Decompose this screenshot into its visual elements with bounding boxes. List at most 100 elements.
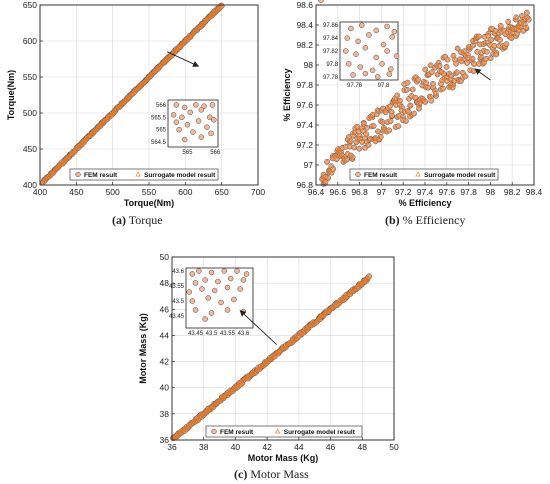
surrogate-point	[410, 86, 416, 92]
surrogate-point	[315, 317, 321, 322]
inset-x-tick-label: 43.55	[220, 331, 236, 337]
surrogate-point	[377, 136, 382, 141]
surrogate-point	[481, 59, 487, 65]
x-tick-label: 36	[167, 442, 177, 452]
chart-efficiency: 96.4 96.6 96.8 97 97.2 97.4 97.6 97.8 98 98.2 98.4…	[282, 0, 543, 208]
surrogate-point	[366, 142, 372, 147]
surrogate-point	[378, 118, 384, 123]
surrogate-point	[471, 61, 477, 66]
surrogate-point	[134, 86, 140, 91]
surrogate-point	[464, 60, 470, 65]
surrogate-point	[359, 139, 365, 144]
surrogate-point	[396, 112, 402, 118]
inset-arrow	[239, 309, 277, 345]
surrogate-point	[185, 424, 191, 430]
surrogate-point	[354, 123, 360, 129]
x-tick-label: 400	[33, 187, 47, 197]
inset-point	[215, 278, 221, 285]
surrogate-point	[415, 76, 421, 82]
surrogate-point	[416, 105, 422, 111]
inset-x-tick-label: 97.8	[378, 83, 390, 89]
x-tick-label: 46	[326, 442, 336, 452]
surrogate-point	[367, 136, 373, 141]
inset-point	[237, 286, 243, 292]
surrogate-point	[451, 78, 457, 83]
surrogate-point	[249, 370, 255, 375]
surrogate-point	[522, 21, 528, 26]
inset-point	[173, 119, 180, 126]
inset-point	[204, 124, 210, 130]
surrogate-point	[434, 62, 440, 68]
inset-point	[205, 295, 212, 301]
inset-point	[184, 121, 191, 128]
surrogate-point	[239, 380, 245, 385]
surrogate-point	[478, 54, 484, 59]
axes-frame	[315, 4, 535, 186]
surrogate-point	[489, 26, 495, 31]
surrogate-point	[264, 360, 270, 365]
surrogate-point	[470, 37, 476, 43]
legend-fem-label: FEM result	[84, 172, 118, 179]
x-tick-label: 700	[251, 187, 265, 197]
surrogate-point	[476, 33, 482, 39]
inset-point	[224, 307, 231, 313]
inset-point	[357, 64, 364, 70]
surrogate-point	[339, 152, 345, 158]
surrogate-point	[129, 91, 135, 96]
surrogate-point	[394, 92, 400, 98]
y-tick-label: 36	[160, 435, 170, 445]
surrogate-point	[514, 31, 520, 36]
surrogate-point	[400, 117, 406, 122]
surrogate-point	[359, 125, 365, 130]
inset-point	[187, 109, 193, 116]
surrogate-point	[485, 39, 491, 45]
surrogate-point	[137, 83, 143, 89]
surrogate-point	[429, 69, 435, 74]
y-tick-label: 98.4	[296, 20, 313, 30]
inset-point	[373, 27, 379, 34]
inset-point	[344, 35, 350, 41]
y-axis-label: Torque(Nm)	[6, 70, 16, 120]
surrogate-point	[458, 78, 464, 83]
chart-torque: 400 450 500 550 600 650 700 400 450 500 550 600 650 T…	[6, 0, 265, 208]
x-tick-label: 97.6	[439, 187, 456, 197]
surrogate-point	[487, 42, 493, 47]
surrogate-point	[522, 16, 528, 21]
legend-fem-label: FEM result	[364, 172, 398, 179]
surrogate-point	[502, 31, 508, 36]
surrogate-point	[406, 95, 412, 101]
surrogate-point	[481, 41, 486, 46]
x-tick-label: 96.6	[330, 187, 347, 197]
inset-y-tick-label: 97.86	[323, 23, 339, 29]
surrogate-point	[380, 105, 386, 111]
inset-point	[208, 130, 214, 137]
surrogate-point	[526, 16, 532, 22]
surrogate-point	[409, 112, 415, 117]
surrogate-point	[394, 114, 400, 119]
surrogate-point	[366, 273, 372, 278]
surrogate-point	[438, 80, 444, 86]
surrogate-point	[440, 54, 446, 60]
surrogate-point	[459, 58, 465, 64]
surrogate-point	[401, 81, 407, 86]
surrogate-point	[476, 61, 482, 66]
surrogate-point	[211, 404, 216, 409]
surrogate-point	[87, 132, 93, 138]
surrogate-point	[342, 157, 348, 162]
inset: 97.76 97.8 97.86 97.84 97.82 97.8 97.78	[323, 21, 400, 89]
legend-fem-marker	[211, 428, 217, 435]
surrogate-point	[384, 128, 390, 134]
surrogate-point	[480, 60, 486, 66]
x-tick-label: 44	[294, 442, 304, 452]
surrogate-point	[117, 103, 123, 108]
inset-point	[189, 271, 196, 277]
surrogate-point	[60, 160, 66, 166]
surrogate-point	[426, 71, 432, 77]
y-tick-label: 500	[23, 108, 37, 118]
surrogate-point	[323, 174, 329, 179]
x-tick-label: 600	[178, 187, 192, 197]
legend-box	[69, 168, 219, 181]
surrogate-point	[428, 62, 434, 67]
surrogate-point	[396, 98, 402, 104]
inset-y-tick-label: 43.6	[172, 269, 184, 275]
